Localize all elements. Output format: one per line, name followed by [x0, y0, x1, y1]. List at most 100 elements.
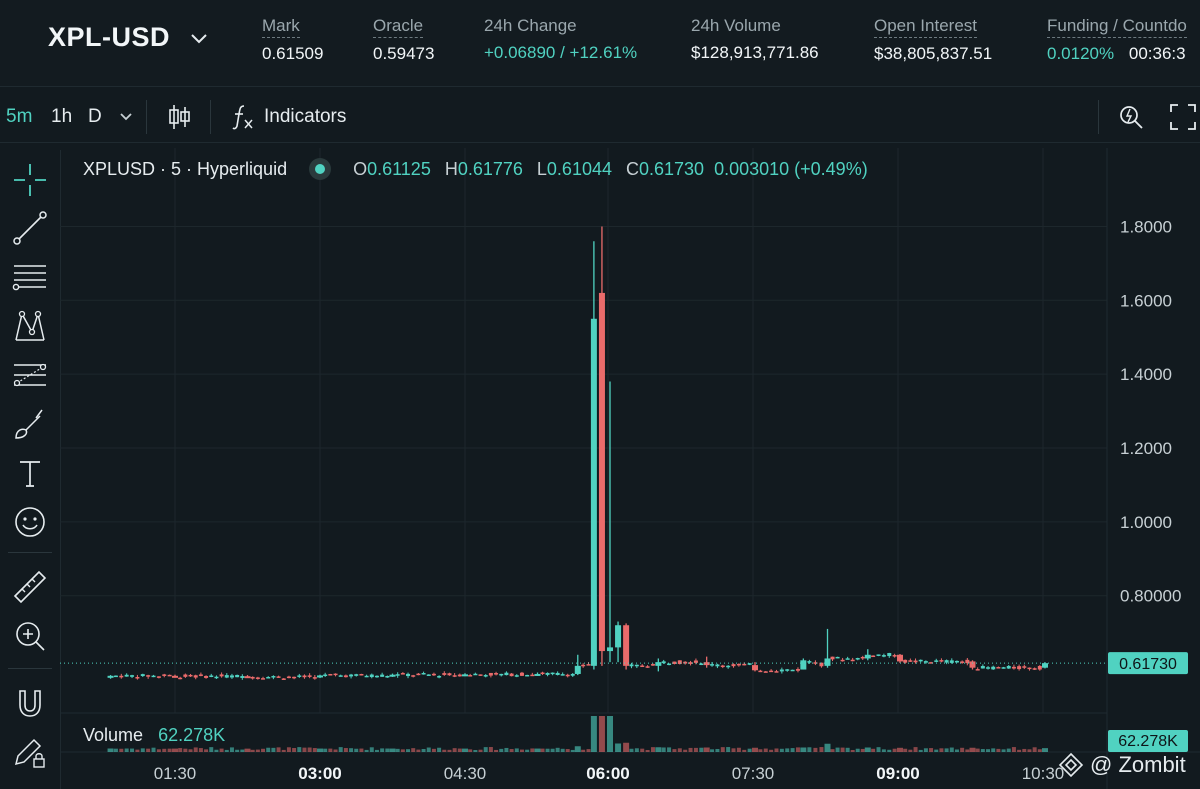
candle-body [1032, 668, 1037, 670]
lock-drawing-icon[interactable] [10, 732, 50, 772]
volume-bar [864, 747, 871, 752]
volume-bar [881, 749, 886, 752]
candle-body [209, 675, 214, 677]
divider [8, 552, 52, 553]
candle-body [426, 674, 431, 676]
visibility-toggle-icon[interactable] [309, 158, 332, 180]
volume-bar [442, 749, 447, 752]
emoji-icon[interactable] [10, 502, 50, 542]
fullscreen-icon[interactable] [1168, 102, 1198, 132]
volume-bar [661, 747, 666, 752]
candle-body [457, 674, 462, 677]
volume-bar [980, 749, 985, 752]
stat-open-interest: Open Interest $38,805,837.51 [874, 16, 992, 64]
interval-d[interactable]: D [88, 106, 102, 127]
volume-bar [323, 748, 328, 752]
crosshair-icon[interactable] [10, 160, 50, 200]
volume-bar [807, 747, 812, 752]
volume-bar [421, 748, 426, 752]
candle-body [623, 625, 630, 666]
symbol-selector[interactable]: XPL-USD [48, 22, 210, 53]
stat-24h-volume: 24h Volume $128,913,771.86 [691, 16, 819, 63]
candle-body [683, 661, 688, 664]
candle-body [677, 660, 682, 664]
candle-body [560, 674, 565, 676]
candle-body [478, 674, 483, 676]
interval-5m[interactable]: 5m [6, 106, 33, 127]
candle-body [255, 677, 260, 679]
volume-bar [431, 748, 436, 752]
chart-legend: XPLUSD · 5 · Hyperliquid O 0.61125 H 0.617… [83, 158, 868, 180]
volume-bar [623, 742, 630, 752]
volume-bar [525, 749, 530, 752]
candle-body [996, 667, 1001, 669]
volume-value: 62.278K [158, 725, 226, 745]
volume-bar [703, 747, 710, 752]
volume-bar [887, 749, 892, 752]
volume-bar [850, 749, 855, 752]
stat-value: $38,805,837.51 [874, 44, 993, 63]
quick-search-icon[interactable] [1116, 102, 1146, 132]
candle-body [892, 655, 897, 657]
last-price-label: 0.61730 [1119, 656, 1177, 673]
volume-bar [172, 748, 178, 752]
ruler-icon[interactable] [10, 567, 50, 607]
volume-bar [830, 749, 835, 752]
candle-body [752, 665, 758, 671]
interval-chevron-down-icon[interactable] [118, 108, 134, 124]
trend-line-icon[interactable] [10, 208, 50, 248]
candles-icon[interactable] [166, 102, 192, 132]
volume-bar [385, 748, 390, 752]
volume-bar [897, 747, 903, 752]
indicators-button[interactable]: Indicators [264, 106, 347, 127]
volume-bar [790, 748, 795, 752]
candle-body [908, 660, 913, 662]
volume-bar [677, 748, 682, 752]
volume-bar [824, 743, 831, 752]
candle-body [519, 672, 524, 676]
candle-body [204, 675, 209, 678]
pattern-icon[interactable] [10, 306, 50, 346]
magnet-icon[interactable] [10, 683, 50, 723]
volume-bar [426, 747, 431, 752]
candle-body [140, 674, 145, 677]
candle-body [442, 673, 447, 675]
candle-body [146, 675, 151, 677]
zoom-in-icon[interactable] [10, 616, 50, 656]
candle-body [349, 674, 354, 677]
candle-body [261, 678, 266, 680]
fib-icon[interactable] [10, 355, 50, 395]
volume-bar [555, 747, 560, 752]
volume-tag-label: 62.278K [1118, 733, 1178, 750]
volume-bar [188, 749, 193, 752]
volume-bar [130, 748, 135, 752]
interval-1h[interactable]: 1h [51, 106, 73, 127]
volume-bar [840, 747, 845, 752]
candle-body [172, 675, 178, 678]
brush-icon[interactable] [10, 404, 50, 444]
volume-bar [752, 747, 758, 752]
volume-bar [349, 748, 354, 752]
price-chart[interactable]: 1.8000 1.6000 1.4000 1.2000 1.0000 0.80000 01:… [60, 148, 1200, 789]
horizontal-lines-icon[interactable] [10, 257, 50, 297]
text-icon[interactable] [10, 453, 50, 493]
volume-bar [209, 747, 214, 752]
volume-bar [286, 747, 291, 752]
candle-body [219, 674, 224, 677]
volume-bar [683, 749, 688, 752]
volume-bar [1022, 748, 1027, 752]
indicators-fx-icon[interactable] [230, 102, 256, 132]
candle-body [1017, 666, 1022, 670]
volume-bar [113, 748, 118, 752]
volume-bar [1037, 749, 1042, 752]
candle-body [193, 675, 198, 678]
candle-body [860, 656, 865, 659]
symbol-label: XPL-USD [48, 22, 171, 52]
volume-bar [416, 749, 421, 752]
volume-bar [369, 747, 374, 752]
volume-bar [975, 748, 980, 752]
candle-body [871, 655, 876, 658]
candle-body [271, 676, 276, 678]
volume-bar [292, 748, 297, 752]
volume-bar [954, 749, 959, 752]
